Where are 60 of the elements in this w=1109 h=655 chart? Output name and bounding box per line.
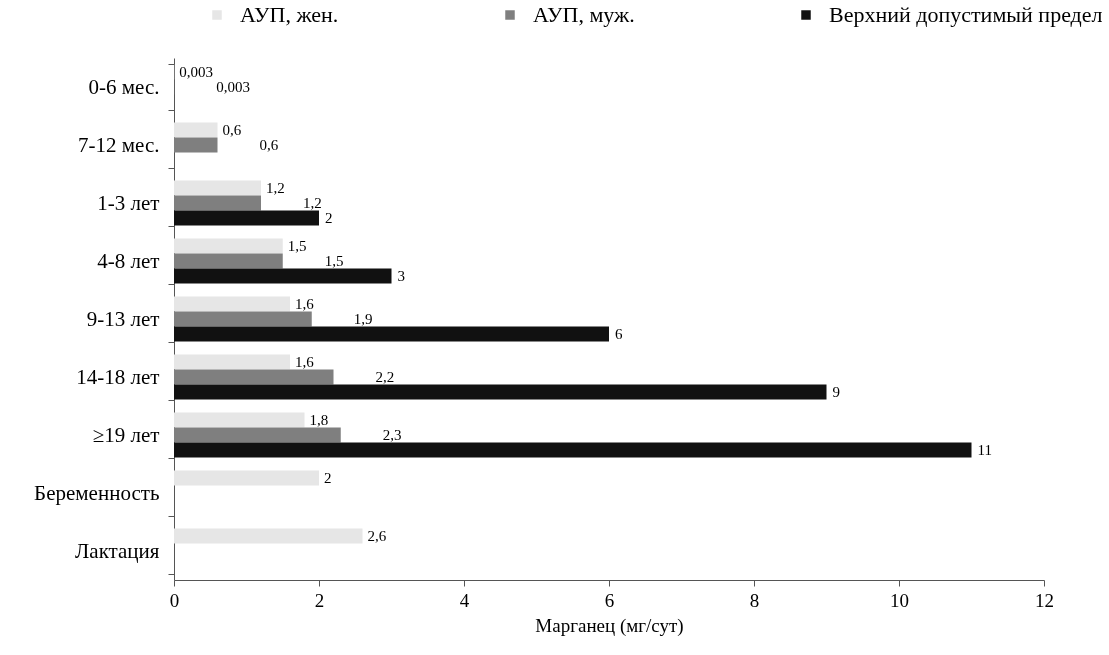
x-tick-label: 2: [314, 589, 325, 611]
bar: [174, 412, 305, 428]
data-label: 1,6: [295, 295, 315, 312]
bar: [174, 180, 261, 196]
y-tick-label: 9-13 лет: [86, 306, 160, 331]
legend-label: АУП, муж.: [533, 2, 635, 27]
bar: [174, 122, 218, 138]
data-label: 9: [832, 384, 840, 401]
data-label: 2,6: [367, 527, 387, 544]
data-label: 2: [324, 469, 332, 486]
y-tick-label: 1-3 лет: [97, 190, 160, 215]
x-axis-title: Марганец (мг/сут): [535, 614, 684, 637]
bar: [174, 470, 319, 486]
data-label: 1,2: [266, 179, 285, 196]
data-label: 0,003: [179, 63, 213, 80]
y-tick-label: Беременность: [34, 480, 160, 505]
y-tick-label: 0-6 мес.: [88, 74, 160, 99]
y-tick-label: ≥19 лет: [92, 422, 160, 447]
data-label: 0,6: [259, 137, 279, 153]
legend-label: АУП, жен.: [240, 2, 339, 27]
x-tick-label: 10: [890, 589, 909, 611]
legend-label: Верхний допустимый предел: [829, 2, 1103, 27]
bar: [174, 384, 827, 400]
data-label: 1,8: [309, 411, 329, 428]
data-label: 1,5: [324, 253, 344, 269]
data-label: 0,003: [216, 79, 250, 95]
bar: [174, 268, 392, 284]
bar: [174, 354, 290, 370]
data-label: 2,3: [382, 427, 402, 443]
bar: [174, 528, 363, 544]
data-label: 1,5: [287, 237, 307, 254]
y-tick-label: 4-8 лет: [97, 248, 160, 273]
data-label: 1,9: [353, 311, 373, 327]
bar: [174, 253, 283, 269]
bar: [174, 369, 334, 385]
bar: [174, 326, 609, 342]
y-tick-label: Лактация: [75, 538, 160, 563]
data-label: 3: [397, 268, 405, 285]
bar: [174, 442, 972, 458]
data-label: 2,2: [375, 369, 395, 385]
bar: [174, 137, 218, 153]
x-tick-label: 8: [749, 589, 760, 611]
bar: [174, 311, 312, 327]
x-tick-label: 4: [459, 589, 470, 611]
bar: [174, 210, 319, 226]
x-tick-label: 6: [604, 589, 615, 611]
data-label: 11: [977, 442, 992, 459]
data-label: 2: [325, 210, 333, 227]
data-label: 1,6: [295, 353, 315, 370]
bar: [174, 296, 290, 312]
x-tick-label: 0: [169, 589, 180, 611]
y-tick-label: 14-18 лет: [76, 364, 160, 389]
bar: [174, 238, 283, 254]
bar: [174, 195, 261, 211]
data-label: 6: [615, 326, 623, 343]
x-tick-label: 12: [1035, 589, 1054, 611]
data-label: 0,6: [222, 121, 242, 138]
data-label: 1,2: [303, 195, 322, 211]
bar: [174, 427, 341, 443]
y-tick-label: 7-12 мес.: [78, 132, 160, 157]
